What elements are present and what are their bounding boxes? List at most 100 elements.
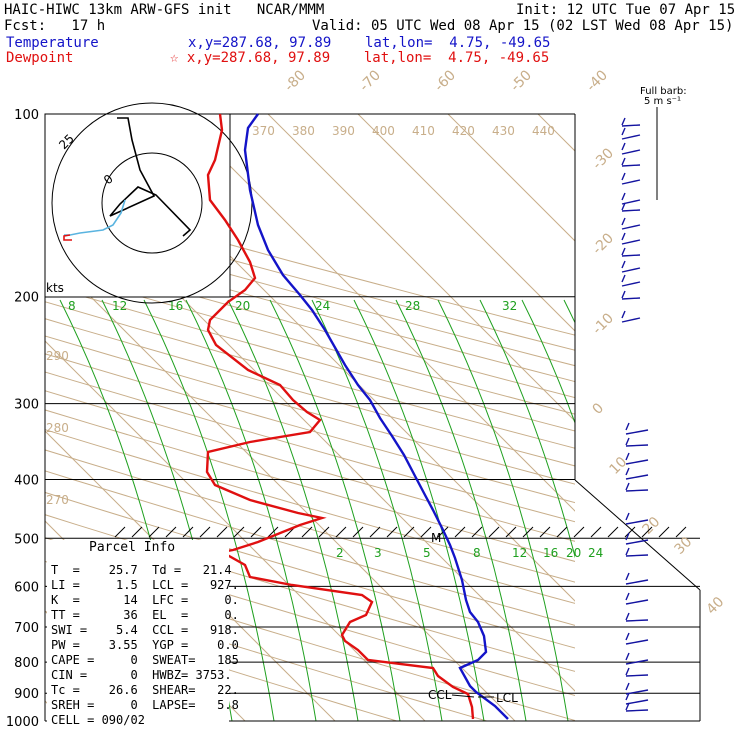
parcel-info-title: Parcel Info [89, 540, 176, 555]
hatch-mark [233, 526, 245, 538]
wind-barb-flag [625, 702, 630, 711]
wind-barb [621, 149, 641, 155]
valid-time: Valid: 05 UTC Wed 08 Apr 15 (02 LST Wed … [312, 18, 734, 34]
wind-barb-flag [625, 692, 630, 701]
hatch-mark [199, 526, 211, 538]
hatch-mark [352, 526, 364, 538]
wind-barb [621, 267, 641, 273]
parcel-row: CAPE = 0 SWEAT= 185 [51, 653, 239, 667]
isotherm-tick-label: 30 [672, 534, 696, 558]
mixing-ratio-label: 32 [502, 299, 517, 313]
parcel-row: Tc = 26.6 SHEAR= 22. [51, 683, 239, 697]
pressure-tick-label: 400 [14, 473, 39, 488]
mixing-ratio-label: 28 [405, 299, 420, 313]
hatch-mark [573, 526, 585, 538]
dry-adiabat-line [45, 610, 399, 721]
dewpoint-profile [205, 113, 475, 720]
hatch-mark [658, 526, 670, 538]
hatch-mark [607, 526, 619, 538]
hatch-mark [131, 526, 143, 538]
wind-barb-flag [625, 612, 630, 621]
wind-barb-flag [625, 452, 630, 461]
hodograph-trace [109, 117, 192, 237]
wind-barb [625, 429, 649, 435]
wind-barb-flag [625, 652, 630, 661]
pressure-tick-label: 800 [14, 656, 39, 671]
wind-barb [625, 459, 649, 465]
wind-barb-flag [621, 192, 626, 201]
wind-barb-flag [621, 142, 626, 151]
dry-adiabat-line [45, 301, 575, 449]
parcel-row: LI = 1.5 LCL = 927. [51, 578, 239, 592]
hatch-mark [471, 526, 483, 538]
hatch-mark [335, 526, 347, 538]
wind-barb [625, 474, 649, 480]
hatch-mark [182, 526, 194, 538]
hatch-mark [114, 526, 126, 538]
isotherm-tick-label: -40 [584, 67, 611, 94]
mixing-ratio-label: 24 [315, 299, 330, 313]
parcel-row: TT = 36 EL = 0. [51, 608, 239, 622]
hatch-mark [505, 526, 517, 538]
temperature-label: Temperature [6, 35, 99, 51]
hatch-mark [148, 526, 160, 538]
parcel-info-box: Parcel Info T = 25.7 Td = 21.4 LI = 1.5 … [47, 540, 239, 730]
dry-adiabat-line [45, 514, 575, 672]
model-title: HAIC-HIWC 13km ARW-GFS init NCAR/MMM [4, 2, 325, 18]
hatch-mark [420, 526, 432, 538]
wind-barb-flag [621, 310, 626, 319]
wind-barb [621, 254, 641, 257]
pressure-tick-label: 600 [14, 580, 39, 595]
wind-barb [625, 639, 649, 645]
wind-barb-flag [621, 232, 626, 241]
temperature-profile [243, 113, 509, 720]
parcel-row: SREH = 0 LAPSE= 5.8 [51, 698, 239, 712]
mixing-ratio-label: 12 [112, 299, 127, 313]
dry-adiabat-line [45, 237, 575, 383]
theta-tick-label: 410 [412, 124, 435, 138]
parcel-row: K = 14 LFC = 0. [51, 593, 239, 607]
theta-tick-label: 390 [332, 124, 355, 138]
hatch-mark [590, 526, 602, 538]
plot-right-slant [574, 479, 701, 591]
forecast-hour: Fcst: 17 h [4, 18, 106, 34]
isotherm-tick-label: 40 [704, 594, 728, 618]
pressure-tick-label: 1000 [6, 715, 39, 730]
mixing-ratio-label: 20 [235, 299, 250, 313]
wind-barb-flag [621, 157, 626, 166]
wind-barb-flag [625, 512, 630, 521]
wind-barb [625, 489, 649, 492]
pressure-tick-label: 300 [14, 398, 39, 413]
barb-key-units: 5 m s⁻¹ [644, 96, 681, 107]
sounding-profiles: CCL LCL M [205, 113, 518, 720]
wind-barb [621, 317, 641, 323]
mixing-ratio-label: 3 [374, 546, 382, 560]
hatch-mark [675, 526, 687, 538]
mixing-ratio-label: 12 [512, 546, 527, 560]
wind-barb [625, 539, 649, 545]
hatch-mark [539, 526, 551, 538]
wind-barb-flag [621, 247, 626, 256]
ccl-marker [451, 694, 475, 698]
mixing-ratio-line [269, 299, 401, 721]
wind-barb-flag [625, 682, 630, 691]
mixing-ratio-line [353, 299, 485, 721]
wind-barb [621, 124, 641, 127]
mixing-ratio-label: 16 [168, 299, 183, 313]
isotherm-line [357, 114, 575, 332]
dry-adiabat-line [45, 353, 575, 504]
dry-adiabat-line [45, 252, 575, 399]
pressure-tick-label: 700 [14, 621, 39, 636]
hodograph-frame [44, 113, 231, 298]
hatch-mark [165, 526, 177, 538]
theta-tick-label: 370 [252, 124, 275, 138]
dry-adiabat-line [45, 449, 575, 604]
pressure-tick-label: 900 [14, 687, 39, 702]
theta-tick-label: 420 [452, 124, 475, 138]
mixing-ratio-label: 2 [336, 546, 344, 560]
wind-barb [625, 579, 649, 585]
wind-barb [621, 164, 641, 167]
wind-barbs: Full barb:5 m s⁻¹ [621, 86, 687, 712]
